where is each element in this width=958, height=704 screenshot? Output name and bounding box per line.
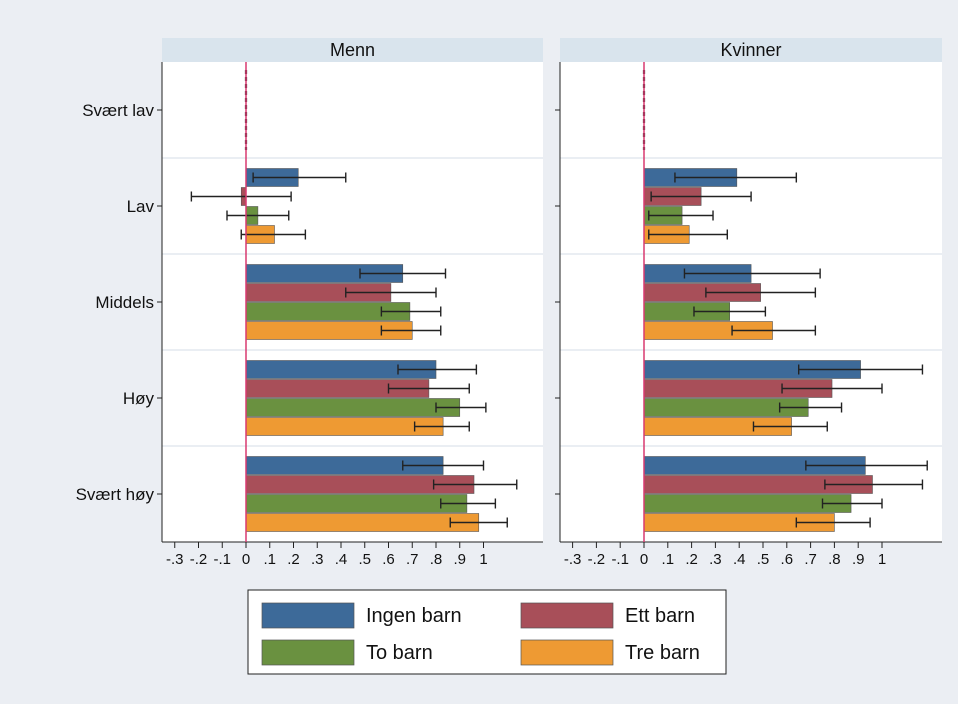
- panel-menn-header: [162, 38, 543, 62]
- x-tick-label: 1: [479, 551, 487, 568]
- x-tick-label: -.1: [213, 551, 231, 568]
- bar-menn-hoy-to-barn: [245, 398, 461, 417]
- x-tick-label: .4: [335, 551, 348, 568]
- x-tick-label: .1: [263, 551, 276, 568]
- category-label-svaert-hoy: Svært høy: [76, 485, 155, 504]
- x-tick-label: .7: [406, 551, 419, 568]
- legend-swatch-ingen-barn: [261, 602, 355, 629]
- bar-kvinner-svaert-hoy-to-barn: [643, 494, 852, 513]
- x-tick-label: -.2: [588, 551, 606, 568]
- x-tick-label: .9: [852, 551, 865, 568]
- legend-label-ingen-barn: Ingen barn: [366, 605, 462, 627]
- x-tick-label: 0: [242, 551, 250, 568]
- panel-kvinner-header: [560, 38, 942, 62]
- legend-label-tre-barn: Tre barn: [625, 642, 700, 664]
- category-label-lav: Lav: [127, 197, 155, 216]
- legend-label-ett-barn: Ett barn: [625, 605, 695, 627]
- category-label-svaert-lav: Svært lav: [82, 101, 154, 120]
- panel-menn-title: Menn: [330, 40, 375, 60]
- x-tick-label: -.3: [564, 551, 582, 568]
- x-tick-label: .3: [311, 551, 324, 568]
- category-label-middels: Middels: [95, 293, 154, 312]
- x-tick-label: .1: [662, 551, 675, 568]
- bar-menn-svaert-hoy-tre-barn: [245, 513, 480, 532]
- x-tick-label: .6: [382, 551, 395, 568]
- x-tick-label: -.3: [166, 551, 184, 568]
- legend-swatch-to-barn: [261, 639, 355, 666]
- x-tick-label: -.2: [190, 551, 208, 568]
- x-tick-label: .7: [804, 551, 817, 568]
- x-tick-label: .8: [828, 551, 841, 568]
- x-tick-label: .9: [453, 551, 466, 568]
- x-tick-label: 1: [878, 551, 886, 568]
- x-tick-label: .2: [287, 551, 300, 568]
- x-tick-label: 0: [640, 551, 648, 568]
- x-tick-label: .5: [757, 551, 770, 568]
- x-tick-label: .5: [358, 551, 371, 568]
- legend-swatch-ett-barn: [520, 602, 614, 629]
- x-tick-label: .6: [781, 551, 794, 568]
- x-tick-label: .3: [709, 551, 722, 568]
- x-tick-label: .2: [685, 551, 698, 568]
- bar-menn-hoy-tre-barn: [245, 417, 444, 436]
- category-label-hoy: Høy: [123, 389, 155, 408]
- bar-menn-svaert-hoy-to-barn: [245, 494, 468, 513]
- x-tick-label: .4: [733, 551, 746, 568]
- panel-kvinner-title: Kvinner: [720, 40, 781, 60]
- x-tick-label: -.1: [611, 551, 629, 568]
- legend-swatch-tre-barn: [520, 639, 614, 666]
- legend-label-to-barn: To barn: [366, 642, 433, 664]
- x-tick-label: .8: [430, 551, 443, 568]
